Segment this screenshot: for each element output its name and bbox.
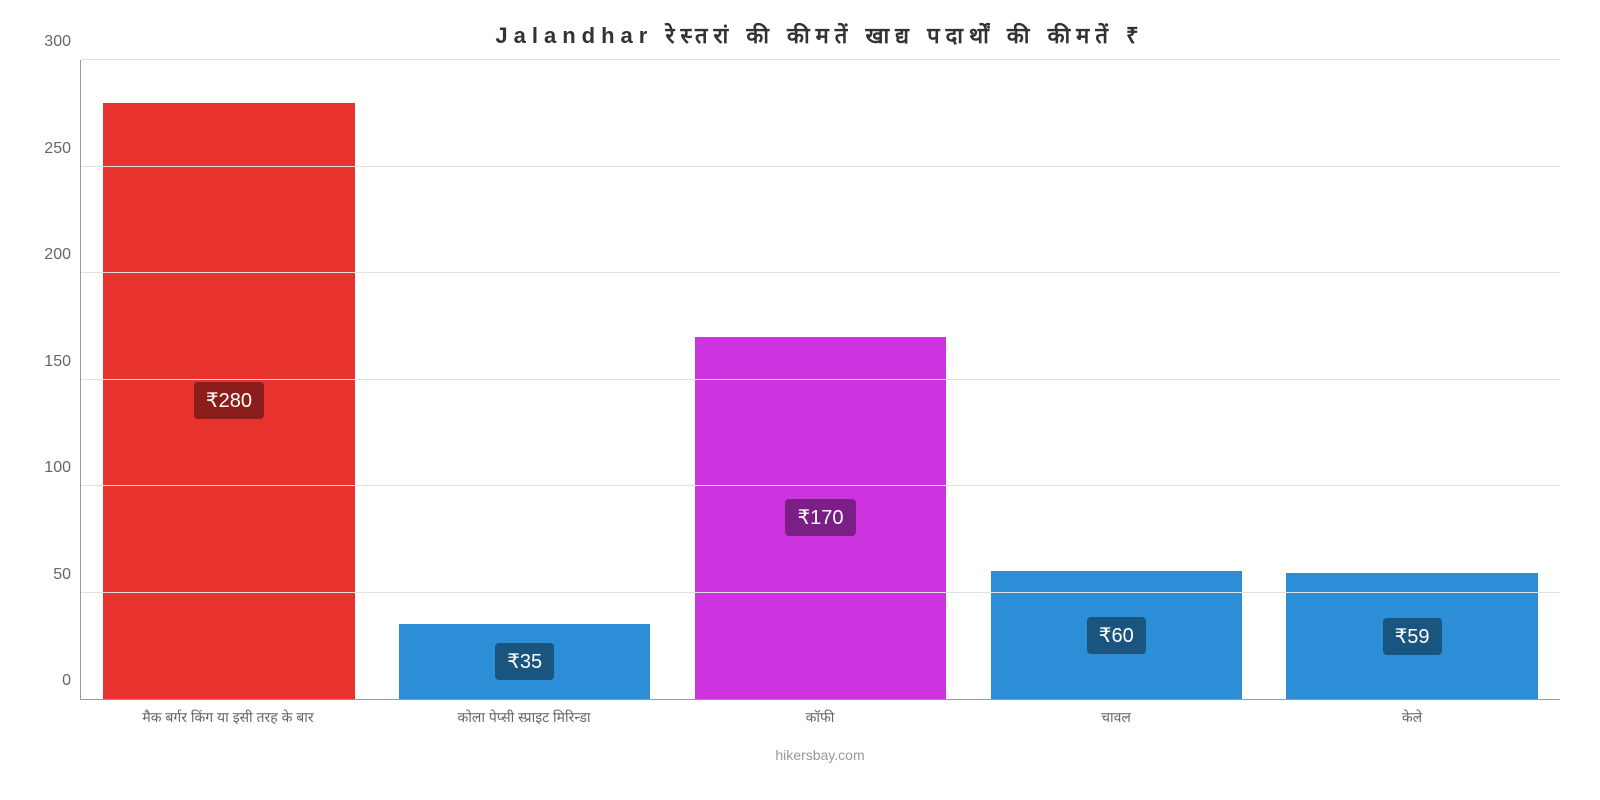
- bar: ₹170: [695, 337, 946, 699]
- x-axis-label: कॉफी: [672, 708, 968, 727]
- bar-value-label: ₹59: [1383, 618, 1442, 655]
- bar-value-label: ₹170: [785, 499, 855, 536]
- bar-slot: ₹60: [968, 60, 1264, 699]
- y-tick: 0: [62, 672, 81, 690]
- bar-value-label: ₹35: [495, 643, 554, 680]
- bar-value-label: ₹280: [194, 382, 264, 419]
- grid-line: [81, 592, 1560, 593]
- bar-slot: ₹280: [81, 60, 377, 699]
- y-tick: 50: [53, 566, 81, 584]
- y-tick: 300: [44, 33, 81, 51]
- x-axis-label: केले: [1264, 708, 1560, 727]
- bar-slot: ₹170: [673, 60, 969, 699]
- attribution: hikersbay.com: [80, 747, 1560, 763]
- bar: ₹60: [991, 571, 1242, 699]
- chart-container: Jalandhar रेस्तरां की कीमतें खाद्य पदार्…: [0, 0, 1600, 800]
- y-tick: 200: [44, 246, 81, 264]
- bar: ₹35: [399, 624, 650, 699]
- x-axis-labels: मैक बर्गर किंग या इसी तरह के बारकोला पेप…: [80, 708, 1560, 727]
- bar-slot: ₹59: [1264, 60, 1560, 699]
- bar-slot: ₹35: [377, 60, 673, 699]
- chart-title: Jalandhar रेस्तरां की कीमतें खाद्य पदार्…: [80, 20, 1560, 50]
- y-tick: 150: [44, 353, 81, 371]
- x-axis-label: मैक बर्गर किंग या इसी तरह के बार: [80, 708, 376, 727]
- bar-value-label: ₹60: [1087, 617, 1146, 654]
- y-tick: 250: [44, 140, 81, 158]
- x-axis-label: कोला पेप्सी स्प्राइट मिरिन्डा: [376, 708, 672, 727]
- x-axis-label: चावल: [968, 708, 1264, 727]
- y-tick: 100: [44, 459, 81, 477]
- grid-line: [81, 272, 1560, 273]
- bars-row: ₹280 ₹35 ₹170 ₹60 ₹59: [81, 60, 1560, 699]
- grid-line: [81, 166, 1560, 167]
- grid-line: [81, 59, 1560, 60]
- grid-line: [81, 485, 1560, 486]
- grid-line: [81, 379, 1560, 380]
- bar: ₹280: [103, 103, 354, 699]
- plot-area: ₹280₹35₹170₹60₹59 050100150200250300: [80, 60, 1560, 700]
